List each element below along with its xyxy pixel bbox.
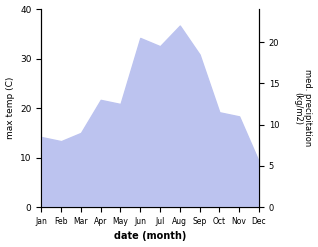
Y-axis label: max temp (C): max temp (C)	[5, 77, 15, 139]
X-axis label: date (month): date (month)	[114, 231, 186, 242]
Y-axis label: med. precipitation
(kg/m2): med. precipitation (kg/m2)	[293, 69, 313, 147]
